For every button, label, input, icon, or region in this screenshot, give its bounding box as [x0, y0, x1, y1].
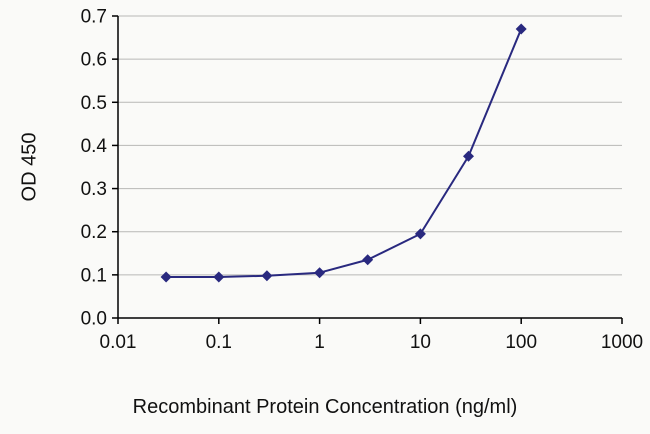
x-tick-label: 100	[505, 332, 537, 353]
x-tick-label: 0.1	[206, 332, 232, 353]
data-point-marker	[462, 150, 474, 162]
data-point-marker	[314, 267, 326, 279]
data-point-marker	[414, 228, 426, 240]
x-tick-label: 1000	[601, 332, 643, 353]
data-point-marker	[160, 271, 172, 283]
y-tick-label: 0.1	[81, 265, 107, 286]
x-tick-label: 10	[410, 332, 431, 353]
data-point-marker	[515, 23, 527, 35]
y-tick-label: 0.2	[81, 222, 107, 243]
data-point-marker	[362, 254, 374, 266]
x-tick-label: 0.01	[100, 332, 137, 353]
x-tick-label: 1	[314, 332, 325, 353]
y-tick-label: 0.6	[81, 50, 107, 71]
y-tick-label: 0.0	[81, 309, 107, 330]
x-axis-title: Recombinant Protein Concentration (ng/ml…	[132, 396, 518, 418]
y-tick-label: 0.4	[81, 136, 108, 157]
y-tick-label: 0.3	[81, 179, 107, 200]
y-tick-label: 0.7	[81, 7, 107, 28]
series-line	[166, 28, 523, 279]
data-point-marker	[261, 270, 273, 282]
data-point-marker	[213, 271, 225, 283]
y-tick-label: 0.5	[81, 93, 107, 114]
